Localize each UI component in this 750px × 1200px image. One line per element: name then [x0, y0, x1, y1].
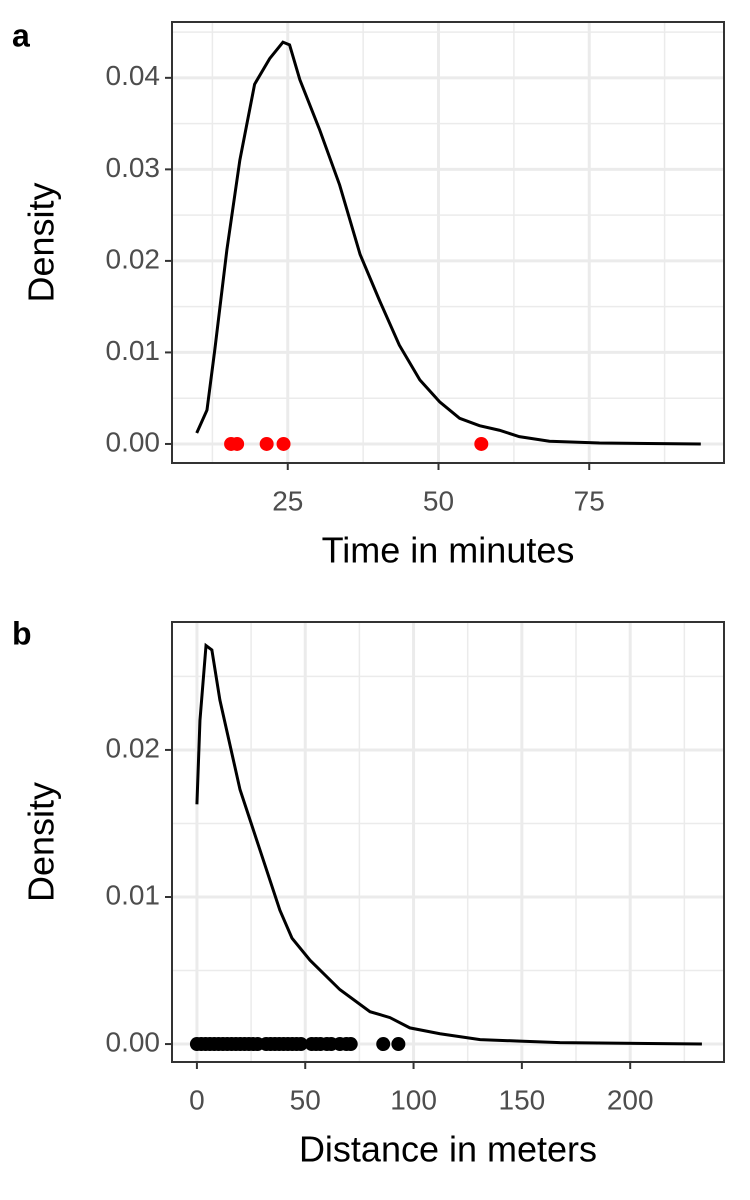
- observation-point: [259, 436, 274, 451]
- observation-point: [276, 436, 291, 451]
- observation-point: [293, 1037, 308, 1052]
- plot-border: [171, 21, 725, 464]
- x-axis-title: Distance in meters: [299, 1129, 597, 1170]
- y-tick-label: 0.02: [106, 243, 161, 274]
- x-tick-label: 50: [423, 485, 454, 516]
- x-tick-label: 150: [499, 1084, 546, 1115]
- y-axis-title: Density: [21, 782, 62, 902]
- density-curve: [195, 642, 702, 1046]
- y-tick-label: 0.01: [106, 879, 161, 910]
- plot-border: [171, 621, 725, 1063]
- x-tick-label: 50: [290, 1084, 321, 1115]
- x-tick-label: 100: [390, 1084, 437, 1115]
- y-tick-label: 0.02: [106, 732, 161, 763]
- observation-point: [376, 1037, 391, 1052]
- y-tick-label: 0.00: [106, 1026, 161, 1057]
- density-curve: [195, 40, 701, 446]
- observation-point: [230, 436, 245, 451]
- y-tick-label: 0.04: [106, 60, 161, 91]
- y-axis-title: Density: [21, 182, 62, 302]
- x-tick-label: 25: [272, 485, 303, 516]
- y-tick-label: 0.03: [106, 152, 161, 183]
- plot-background: [172, 622, 724, 1062]
- panel-label: b: [12, 615, 32, 651]
- x-tick-label: 0: [189, 1084, 205, 1115]
- y-tick-label: 0.00: [106, 426, 161, 457]
- plot-background: [172, 22, 724, 463]
- observation-point: [343, 1037, 358, 1052]
- x-tick-label: 200: [607, 1084, 654, 1115]
- observation-point: [391, 1037, 406, 1052]
- x-tick-label: 75: [574, 485, 605, 516]
- x-axis-title: Time in minutes: [322, 530, 575, 571]
- observation-point: [474, 436, 489, 451]
- y-tick-label: 0.01: [106, 335, 161, 366]
- panel-label: a: [12, 17, 30, 53]
